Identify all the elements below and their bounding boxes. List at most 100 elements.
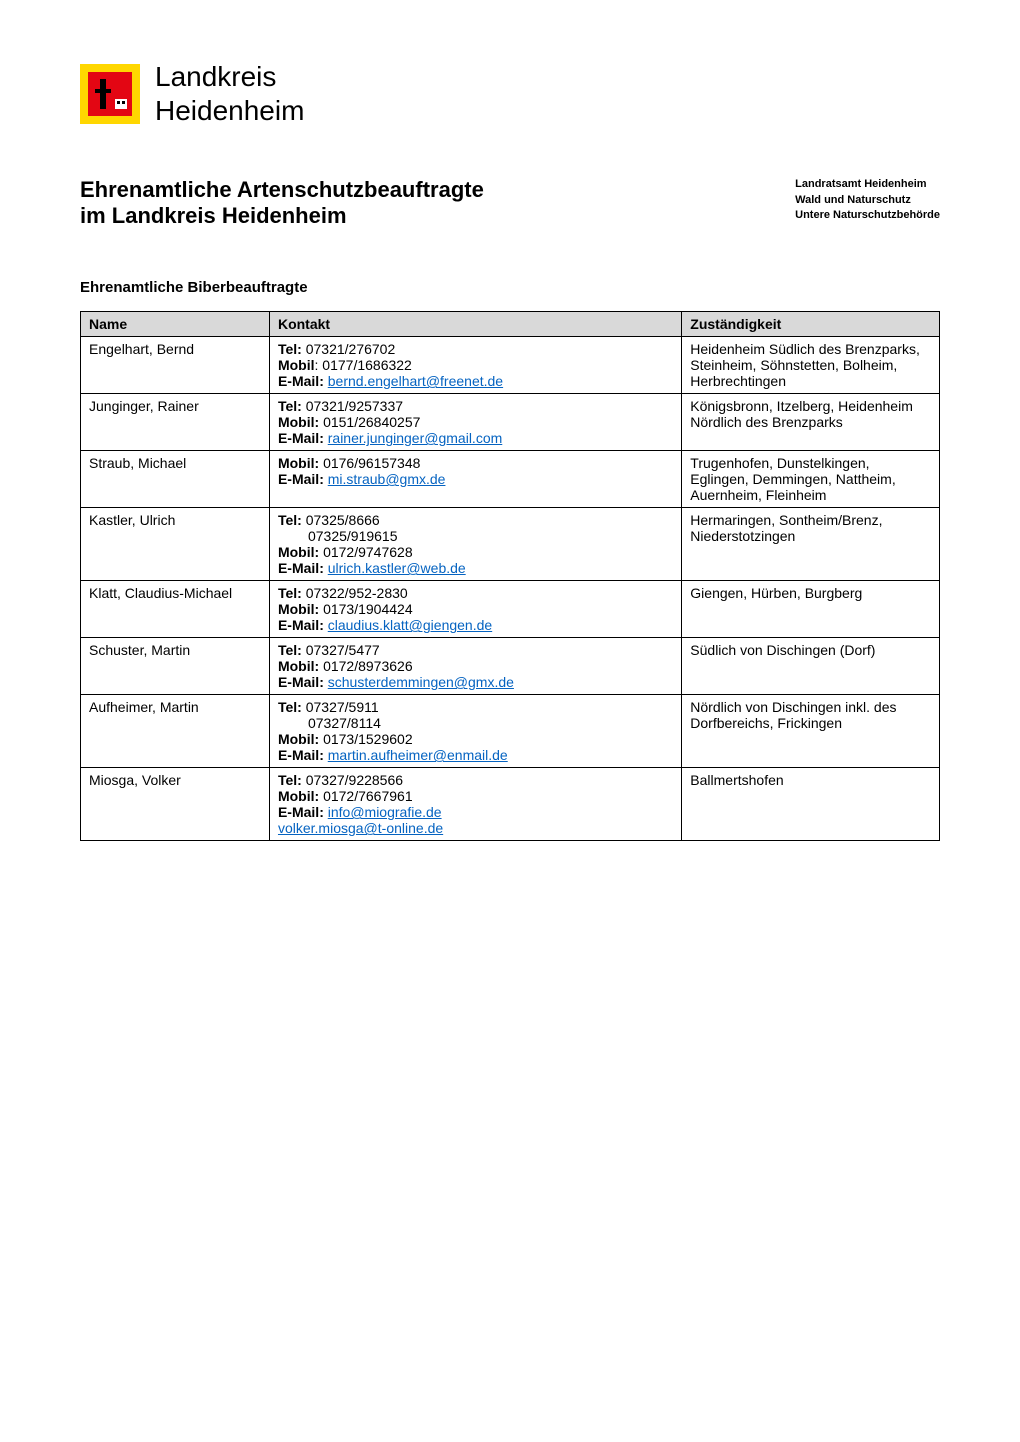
cell-kontakt: Tel: 07322/952-2830 Mobil: 0173/1904424 … xyxy=(269,581,681,638)
cell-name: Schuster, Martin xyxy=(81,638,270,695)
mobil-label: Mobil: xyxy=(278,658,319,674)
title-row: Ehrenamtliche Artenschutzbeauftragte im … xyxy=(80,177,940,229)
tel-value: 07325/8666 xyxy=(306,512,380,528)
mobil-value: 0172/8973626 xyxy=(323,658,413,674)
mobil-label: Mobil xyxy=(278,357,315,373)
table-row: Engelhart, Bernd Tel: 07321/276702 Mobil… xyxy=(81,337,940,394)
table-header-row: Name Kontakt Zuständigkeit xyxy=(81,312,940,337)
mobil-value: 0177/1686322 xyxy=(322,357,412,373)
logo-text: Landkreis Heidenheim xyxy=(155,60,304,127)
table-row: Junginger, Rainer Tel: 07321/9257337 Mob… xyxy=(81,394,940,451)
cell-name: Aufheimer, Martin xyxy=(81,695,270,768)
title-line1: Ehrenamtliche Artenschutzbeauftragte xyxy=(80,177,484,203)
email-link[interactable]: schusterdemmingen@gmx.de xyxy=(328,674,514,690)
tel-label: Tel: xyxy=(278,642,302,658)
email-label: E-Mail: xyxy=(278,804,324,820)
mobil-label: Mobil: xyxy=(278,544,319,560)
cell-kontakt: Mobil: 0176/96157348 E-Mail: mi.straub@g… xyxy=(269,451,681,508)
header-section: Landkreis Heidenheim xyxy=(80,60,940,127)
email-link[interactable]: info@miografie.de xyxy=(328,804,442,820)
biber-table: Name Kontakt Zuständigkeit Engelhart, Be… xyxy=(80,311,940,841)
header-zust: Zuständigkeit xyxy=(682,312,940,337)
cell-kontakt: Tel: 07325/8666 07325/919615 Mobil: 0172… xyxy=(269,508,681,581)
email-link[interactable]: ulrich.kastler@web.de xyxy=(328,560,466,576)
cell-name: Kastler, Ulrich xyxy=(81,508,270,581)
mobil-label: Mobil: xyxy=(278,455,319,471)
cell-name: Engelhart, Bernd xyxy=(81,337,270,394)
cell-kontakt: Tel: 07321/276702 Mobil: 0177/1686322 E-… xyxy=(269,337,681,394)
mobil-value: 0173/1529602 xyxy=(323,731,413,747)
cell-name: Junginger, Rainer xyxy=(81,394,270,451)
section-title: Ehrenamtliche Biberbeauftragte xyxy=(80,279,940,296)
email-label: E-Mail: xyxy=(278,747,324,763)
email-label: E-Mail: xyxy=(278,373,324,389)
cell-kontakt: Tel: 07327/5911 07327/8114 Mobil: 0173/1… xyxy=(269,695,681,768)
logo-text-line1: Landkreis xyxy=(155,60,304,94)
table-row: Straub, Michael Mobil: 0176/96157348 E-M… xyxy=(81,451,940,508)
table-row: Klatt, Claudius-Michael Tel: 07322/952-2… xyxy=(81,581,940,638)
header-name: Name xyxy=(81,312,270,337)
tel-label: Tel: xyxy=(278,398,302,414)
email-label: E-Mail: xyxy=(278,560,324,576)
tel-label: Tel: xyxy=(278,699,302,715)
mobil-value: 0173/1904424 xyxy=(323,601,413,617)
cell-kontakt: Tel: 07321/9257337 Mobil: 0151/26840257 … xyxy=(269,394,681,451)
email-link[interactable]: bernd.engelhart@freenet.de xyxy=(328,373,503,389)
cell-name: Straub, Michael xyxy=(81,451,270,508)
sidebar-line2: Wald und Naturschutz xyxy=(795,193,940,208)
sidebar-line3: Untere Naturschutzbehörde xyxy=(795,208,940,223)
email-link[interactable]: mi.straub@gmx.de xyxy=(328,471,446,487)
cell-zust: Trugenhofen, Dunstelkingen, Eglingen, De… xyxy=(682,451,940,508)
mobil-label: Mobil: xyxy=(278,731,319,747)
mobil-value: 0172/9747628 xyxy=(323,544,413,560)
table-row: Kastler, Ulrich Tel: 07325/8666 07325/91… xyxy=(81,508,940,581)
main-title: Ehrenamtliche Artenschutzbeauftragte im … xyxy=(80,177,484,229)
cell-kontakt: Tel: 07327/5477 Mobil: 0172/8973626 E-Ma… xyxy=(269,638,681,695)
tel-label: Tel: xyxy=(278,772,302,788)
mobil-value: 0176/96157348 xyxy=(323,455,420,471)
tel2-value: 07325/919615 xyxy=(278,528,398,544)
email-label: E-Mail: xyxy=(278,674,324,690)
tel-value: 07327/5477 xyxy=(306,642,380,658)
title-line2: im Landkreis Heidenheim xyxy=(80,203,484,229)
cell-zust: Heidenheim Südlich des Brenzparks, Stein… xyxy=(682,337,940,394)
cell-name: Miosga, Volker xyxy=(81,768,270,841)
tel2-value: 07327/8114 xyxy=(278,715,381,731)
logo-text-line2: Heidenheim xyxy=(155,94,304,128)
cell-zust: Nördlich von Dischingen inkl. des Dorfbe… xyxy=(682,695,940,768)
mobil-value: 0151/26840257 xyxy=(323,414,420,430)
mobil-label: Mobil: xyxy=(278,414,319,430)
cell-zust: Südlich von Dischingen (Dorf) xyxy=(682,638,940,695)
tel-value: 07327/5911 xyxy=(306,699,379,715)
cell-name: Klatt, Claudius-Michael xyxy=(81,581,270,638)
mobil-value: 0172/7667961 xyxy=(323,788,413,804)
mobil-label: Mobil: xyxy=(278,601,319,617)
cell-zust: Giengen, Hürben, Burgberg xyxy=(682,581,940,638)
header-kontakt: Kontakt xyxy=(269,312,681,337)
table-row: Miosga, Volker Tel: 07327/9228566 Mobil:… xyxy=(81,768,940,841)
tel-label: Tel: xyxy=(278,512,302,528)
email-link[interactable]: rainer.junginger@gmail.com xyxy=(328,430,503,446)
email-label: E-Mail: xyxy=(278,471,324,487)
email-label: E-Mail: xyxy=(278,617,324,633)
email-label: E-Mail: xyxy=(278,430,324,446)
tel-value: 07322/952-2830 xyxy=(306,585,408,601)
email-link[interactable]: claudius.klatt@giengen.de xyxy=(328,617,492,633)
mobil-label: Mobil: xyxy=(278,788,319,804)
tel-value: 07321/9257337 xyxy=(306,398,403,414)
tel-label: Tel: xyxy=(278,585,302,601)
cell-zust: Königsbronn, Itzelberg, Heidenheim Nördl… xyxy=(682,394,940,451)
tel-value: 07327/9228566 xyxy=(306,772,403,788)
email-link-2[interactable]: volker.miosga@t-online.de xyxy=(278,820,443,836)
sidebar-info: Landratsamt Heidenheim Wald und Natursch… xyxy=(795,177,940,223)
tel-value: 07321/276702 xyxy=(306,341,396,357)
email-link[interactable]: martin.aufheimer@enmail.de xyxy=(328,747,508,763)
sidebar-line1: Landratsamt Heidenheim xyxy=(795,177,940,192)
cell-zust: Hermaringen, Sontheim/Brenz, Niederstotz… xyxy=(682,508,940,581)
table-row: Aufheimer, Martin Tel: 07327/5911 07327/… xyxy=(81,695,940,768)
cell-zust: Ballmertshofen xyxy=(682,768,940,841)
cell-kontakt: Tel: 07327/9228566 Mobil: 0172/7667961 E… xyxy=(269,768,681,841)
tel-label: Tel: xyxy=(278,341,302,357)
landkreis-logo xyxy=(80,64,140,124)
table-row: Schuster, Martin Tel: 07327/5477 Mobil: … xyxy=(81,638,940,695)
